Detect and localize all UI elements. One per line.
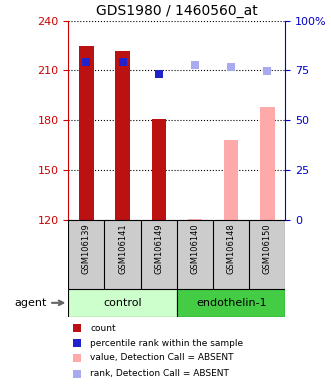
- Point: [84, 59, 89, 65]
- Point: [74, 325, 80, 331]
- Bar: [224, 140, 238, 220]
- Text: agent: agent: [14, 298, 63, 308]
- Text: rank, Detection Call = ABSENT: rank, Detection Call = ABSENT: [90, 369, 229, 378]
- Point: [74, 355, 80, 361]
- Point: [74, 371, 80, 377]
- Text: GSM106141: GSM106141: [118, 223, 127, 274]
- Text: control: control: [103, 298, 142, 308]
- Title: GDS1980 / 1460560_at: GDS1980 / 1460560_at: [96, 4, 258, 18]
- Text: endothelin-1: endothelin-1: [196, 298, 266, 308]
- Point: [192, 61, 198, 68]
- Bar: [68, 289, 177, 317]
- Bar: [188, 218, 202, 220]
- Point: [228, 64, 234, 70]
- Point: [120, 59, 125, 65]
- Text: GSM106139: GSM106139: [82, 223, 91, 274]
- Bar: [177, 289, 285, 317]
- Text: GSM106148: GSM106148: [227, 223, 236, 274]
- Point: [74, 340, 80, 346]
- Bar: [79, 46, 94, 220]
- Bar: [152, 119, 166, 220]
- Point: [156, 71, 162, 77]
- Text: percentile rank within the sample: percentile rank within the sample: [90, 339, 243, 348]
- Bar: [260, 107, 275, 220]
- Text: count: count: [90, 324, 116, 333]
- Bar: [116, 51, 130, 220]
- Text: GSM106149: GSM106149: [154, 223, 163, 274]
- Text: GSM106140: GSM106140: [191, 223, 200, 274]
- Point: [265, 68, 270, 74]
- Text: value, Detection Call = ABSENT: value, Detection Call = ABSENT: [90, 353, 233, 362]
- Text: GSM106150: GSM106150: [263, 223, 272, 274]
